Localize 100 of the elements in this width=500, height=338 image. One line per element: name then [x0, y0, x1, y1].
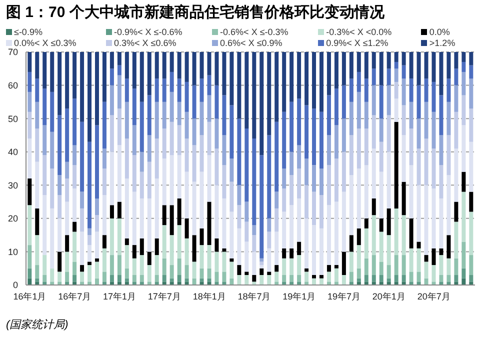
bar [124, 178, 129, 238]
bar [312, 52, 316, 109]
bar [252, 282, 256, 285]
bar [290, 205, 294, 248]
bar [409, 272, 414, 282]
bar [230, 278, 234, 285]
bar [222, 95, 226, 136]
bar [312, 108, 316, 166]
bar [252, 225, 256, 236]
bar [356, 282, 361, 285]
bar [372, 275, 376, 282]
bar [454, 68, 458, 86]
y-tick-label: 50 [8, 114, 18, 124]
bar [117, 255, 122, 276]
bar [372, 85, 376, 116]
bar [454, 202, 458, 222]
bar [312, 165, 316, 192]
bar [297, 242, 302, 256]
x-tick-label: 18年7月 [238, 291, 271, 302]
bar [439, 135, 444, 166]
bar [372, 215, 376, 256]
bar [147, 95, 152, 136]
bar [177, 52, 182, 79]
bar [394, 275, 398, 282]
bar [80, 192, 84, 208]
bar [432, 188, 436, 248]
bar [140, 275, 144, 282]
bar [304, 185, 309, 218]
bar [170, 122, 174, 156]
bar [200, 228, 204, 246]
bar [386, 235, 391, 266]
bar [282, 188, 286, 212]
bar [319, 278, 324, 285]
bar [260, 258, 264, 262]
bar [394, 82, 398, 99]
bar [274, 122, 279, 192]
bar [416, 118, 421, 149]
bar [454, 258, 458, 276]
bar [124, 282, 129, 285]
bar [319, 228, 324, 276]
bar [110, 282, 114, 285]
bar [446, 135, 451, 176]
bar [102, 272, 106, 282]
bar [290, 282, 294, 285]
bar [416, 185, 421, 242]
bar [469, 275, 474, 282]
bar [58, 175, 62, 196]
bar [462, 95, 466, 126]
bar [42, 255, 47, 276]
bar [162, 205, 166, 226]
bar [356, 245, 361, 268]
bar [222, 272, 226, 282]
bar [454, 112, 458, 149]
bar [72, 282, 77, 285]
bar [88, 265, 92, 282]
bar [50, 168, 54, 208]
bar [274, 52, 279, 122]
bar [349, 272, 354, 282]
bar [252, 52, 256, 139]
bar [214, 282, 219, 285]
bar [200, 282, 204, 285]
bar [110, 255, 114, 276]
bar [42, 52, 47, 89]
bar [170, 235, 174, 266]
bar [237, 228, 242, 266]
bar [230, 182, 234, 212]
bar [469, 282, 474, 285]
bar [177, 275, 182, 282]
bar [147, 135, 152, 162]
bar [364, 282, 368, 285]
bar [290, 258, 294, 276]
x-tick-label: 20年1月 [372, 291, 406, 302]
bar [402, 105, 406, 136]
bar [110, 85, 114, 116]
bar [117, 275, 122, 282]
bar [372, 115, 376, 149]
bar [282, 275, 286, 282]
bar [432, 282, 436, 285]
bar [72, 275, 77, 282]
bar [432, 52, 436, 82]
bar [462, 268, 466, 278]
bar [58, 252, 62, 272]
bar [124, 102, 129, 139]
y-tick-label: 30 [8, 180, 18, 190]
bar [319, 112, 324, 168]
bar [222, 198, 226, 248]
bar [94, 215, 99, 232]
bar [402, 65, 406, 79]
bar [446, 102, 451, 136]
bar [244, 272, 249, 276]
bar [28, 245, 32, 268]
bar [200, 268, 204, 278]
bar [252, 252, 256, 276]
bar [102, 102, 106, 149]
bar [50, 92, 54, 132]
bar [102, 282, 106, 285]
bar [207, 122, 212, 156]
bar [117, 282, 122, 285]
bar [372, 255, 376, 276]
bar [117, 108, 122, 146]
